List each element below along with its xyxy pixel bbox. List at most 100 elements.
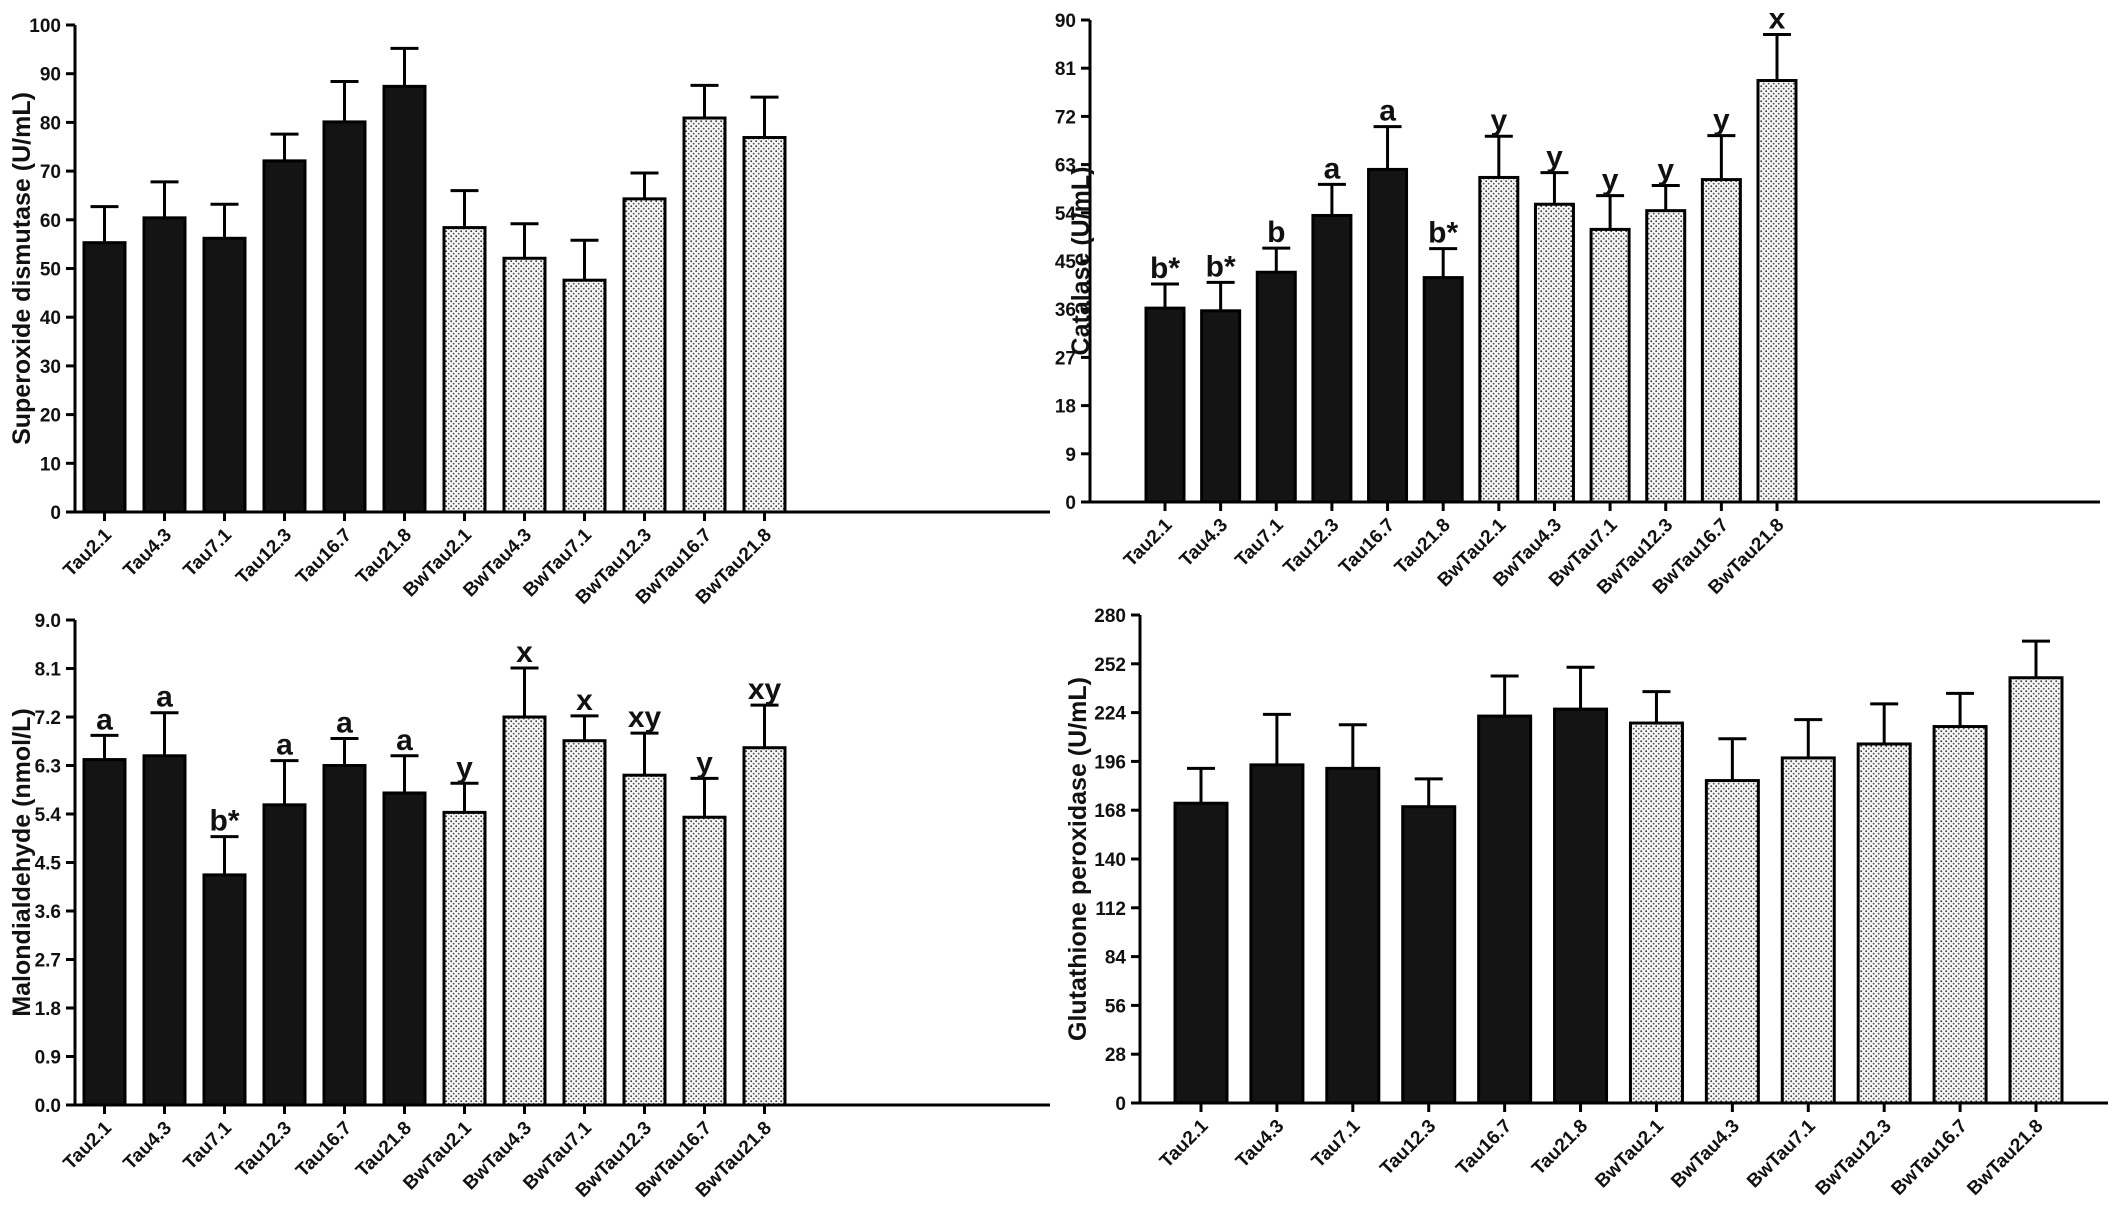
y-tick-label: 81 [1055, 59, 1077, 80]
bar-Tau7.1 [1325, 766, 1381, 1105]
y-tick-label: 54 [1055, 204, 1077, 225]
significance-label: y [1713, 104, 1730, 137]
bar-Tau16.7 [322, 764, 367, 1107]
y-tick-label: 224 [1094, 704, 1126, 725]
y-tick-label: 3.6 [35, 902, 61, 923]
y-tick-label: 9.0 [35, 611, 61, 632]
bar-Tau12.3 [1401, 805, 1457, 1105]
y-tick-label: 45 [1055, 252, 1077, 273]
bar-Tau16.7 [1367, 167, 1409, 504]
significance-label: x [1769, 2, 1786, 35]
bar-Tau2.1 [1173, 801, 1229, 1105]
category-label: Tau4.3 [1176, 515, 1232, 571]
significance-label: b* [210, 805, 240, 838]
significance-label: x [576, 684, 593, 717]
category-label: Tau4.3 [120, 1118, 176, 1174]
category-label: BwTau21.8 [1963, 1116, 2047, 1200]
bar-BwTau7.1 [1589, 227, 1631, 504]
bar-Tau4.3 [1200, 309, 1242, 504]
category-label: Tau7.1 [180, 1117, 237, 1174]
bar-BwTau2.1 [442, 810, 487, 1107]
y-tick-label: 70 [40, 162, 61, 183]
bar-BwTau4.3 [1704, 779, 1760, 1105]
y-tick-label: 9 [1065, 445, 1076, 466]
bar-Tau21.8 [1422, 276, 1464, 504]
significance-label: b* [1428, 217, 1458, 250]
y-tick-label: 72 [1055, 107, 1076, 128]
y-tick-label: 18 [1055, 397, 1076, 418]
chart-panel-2: 0 9 18 27 36 45 54 63 72 81 90 Catalase (U/mL) Tau2.… [1055, 2, 2100, 599]
category-label: Tau16.7 [1335, 515, 1399, 579]
y-tick-label: 90 [1055, 11, 1076, 32]
bar-Tau21.8 [382, 84, 427, 514]
significance-label: x [516, 636, 533, 669]
y-tick-label: 80 [40, 113, 61, 134]
y-tick-label: 2.7 [35, 951, 61, 972]
bar-Tau21.8 [1553, 707, 1609, 1105]
bar-Tau4.3 [1249, 763, 1305, 1105]
y-tick-label: 60 [40, 211, 61, 232]
y-tick-label: 84 [1105, 948, 1127, 969]
category-label: BwTau2.1 [1591, 1115, 1668, 1192]
chart-panel-3: 0.0 0.9 1.8 2.7 3.6 4.5 5.4 6.3 7.2 8.1 9.0 Malondi… [8, 611, 1050, 1202]
bar-Tau12.3 [262, 803, 307, 1107]
bar-Tau21.8 [382, 791, 427, 1107]
bar-BwTau4.3 [502, 715, 547, 1107]
bar-BwTau16.7 [1932, 725, 1988, 1105]
y-tick-label: 50 [40, 260, 61, 281]
category-label: Tau12.3 [1280, 515, 1344, 579]
significance-label: xy [748, 673, 782, 706]
bar-BwTau21.8 [1756, 79, 1798, 504]
bar-BwTau4.3 [502, 256, 547, 514]
category-label: BwTau7.1 [1743, 1115, 1820, 1192]
y-tick-label: 0 [1065, 493, 1076, 514]
bar-BwTau16.7 [1700, 178, 1742, 504]
significance-label: b* [1206, 250, 1236, 283]
category-label: Tau16.7 [292, 525, 356, 589]
category-label: Tau12.3 [1376, 1116, 1440, 1180]
y-tick-label: 0 [50, 503, 61, 524]
category-label: BwTau12.3 [1812, 1116, 1896, 1200]
significance-label: b [1267, 216, 1285, 249]
y-tick-label: 0.0 [35, 1096, 61, 1117]
y-axis-title: Superoxide dismutase (U/mL) [8, 92, 36, 445]
y-tick-label: 280 [1094, 606, 1126, 627]
bar-BwTau16.7 [682, 815, 727, 1107]
bar-BwTau12.3 [1856, 742, 1912, 1105]
category-label: Tau2.1 [60, 1117, 117, 1174]
significance-label: xy [628, 701, 662, 734]
y-tick-label: 30 [40, 357, 61, 378]
bar-BwTau7.1 [1780, 756, 1836, 1105]
significance-label: a [396, 724, 413, 757]
category-label: Tau4.3 [120, 525, 176, 581]
y-tick-label: 0 [1115, 1094, 1126, 1115]
y-tick-label: 8.1 [35, 660, 62, 681]
chart-panel-1: 0 10 20 30 40 50 60 70 80 90 100 Superoxide dismuta… [8, 16, 1050, 609]
bar-BwTau7.1 [562, 739, 607, 1107]
y-tick-label: 7.2 [35, 708, 61, 729]
y-tick-label: 196 [1094, 752, 1126, 773]
category-label: Tau16.7 [292, 1118, 356, 1182]
bar-Tau4.3 [142, 216, 187, 514]
significance-label: b* [1150, 252, 1180, 285]
bar-Tau2.1 [82, 758, 127, 1107]
significance-label: a [276, 729, 293, 762]
y-tick-label: 28 [1105, 1045, 1126, 1066]
category-label: BwTau16.7 [1888, 1116, 1972, 1200]
y-tick-label: 27 [1055, 348, 1076, 369]
bar-BwTau21.8 [742, 135, 787, 514]
y-tick-label: 0.9 [35, 1048, 61, 1069]
significance-label: a [1324, 152, 1341, 185]
bar-BwTau12.3 [1645, 209, 1687, 504]
bar-BwTau7.1 [562, 278, 607, 514]
significance-label: y [696, 746, 713, 779]
category-label: Tau7.1 [180, 524, 237, 581]
y-tick-label: 112 [1095, 899, 1126, 920]
bar-BwTau16.7 [682, 116, 727, 514]
y-axis-title: Malondialdehyde (nmol/L) [8, 708, 36, 1016]
significance-label: y [1602, 164, 1619, 197]
y-tick-label: 1.8 [35, 999, 61, 1020]
bar-Tau4.3 [142, 754, 187, 1107]
category-label: Tau12.3 [232, 525, 296, 589]
bar-Tau12.3 [1311, 213, 1353, 504]
